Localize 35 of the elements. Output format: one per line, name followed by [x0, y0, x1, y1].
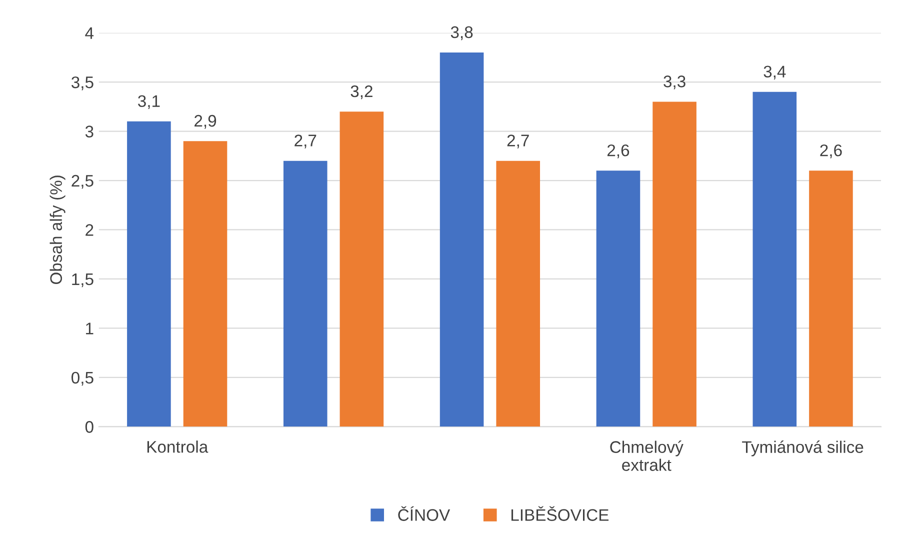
data-label: 3,2	[350, 85, 372, 100]
data-label: 2,6	[820, 144, 842, 158]
data-label: 2,7	[507, 134, 529, 148]
bar	[496, 160, 540, 427]
y-axis-title: Obsah alfy (%)	[50, 176, 66, 284]
y-tick-label: 3,5	[72, 76, 94, 90]
y-tick-label: 3	[85, 126, 94, 138]
y-tick-label: 1,5	[72, 274, 94, 288]
y-tick-label: 2	[86, 224, 94, 236]
data-label: 3,1	[138, 95, 160, 109]
y-tick-label: 2,5	[72, 174, 94, 189]
data-label: 2,9	[194, 114, 216, 129]
bar	[652, 102, 696, 427]
bar	[809, 170, 853, 427]
bar	[596, 170, 640, 427]
bar	[183, 141, 228, 427]
data-label: 2,7	[294, 134, 316, 148]
y-tick-label: 1	[86, 322, 94, 334]
x-tick-label: Kontrola	[147, 440, 208, 453]
bar	[340, 112, 384, 427]
y-tick-label: 4	[85, 27, 94, 39]
bar	[127, 121, 171, 427]
x-tick-label: Chmelový extrakt	[610, 440, 684, 471]
data-label: 3,4	[764, 66, 786, 80]
y-tick-label: 0,5	[72, 372, 94, 386]
bar	[752, 92, 797, 427]
legend-label: ČÍNOV	[398, 506, 450, 521]
x-tick-label: Tymiánová silice	[742, 440, 864, 456]
bar	[283, 160, 328, 427]
bar	[440, 52, 484, 427]
data-label: 3,3	[664, 76, 686, 90]
legend-label: LIBĚŠOVICE	[511, 506, 609, 521]
data-label: 2,6	[607, 144, 630, 158]
y-tick-label: 0	[85, 421, 94, 433]
data-label: 3,8	[450, 26, 473, 40]
